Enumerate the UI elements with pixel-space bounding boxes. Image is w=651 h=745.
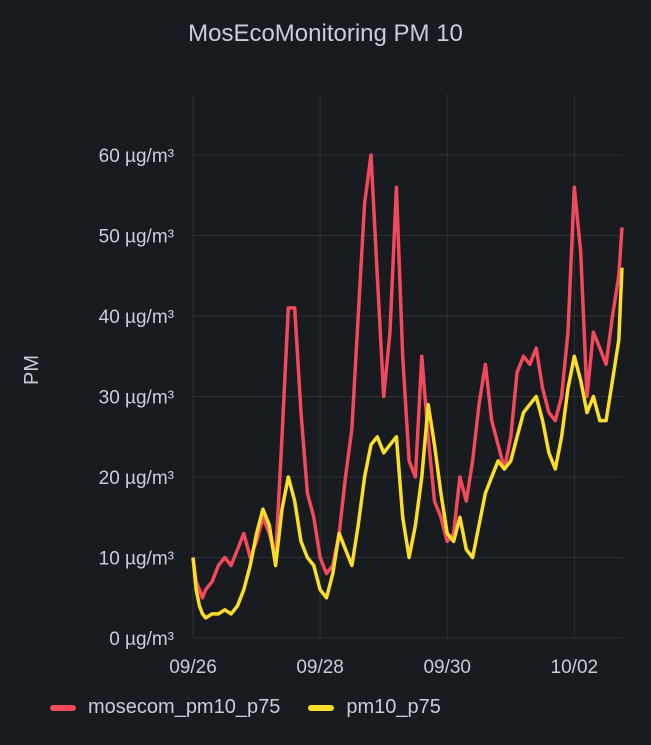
legend-item-mosecom_pm10_p75[interactable]: mosecom_pm10_p75 [50,696,280,719]
x-tick-label: 09/26 [169,657,217,678]
y-tick-label: 50 µg/m³ [99,227,174,248]
x-tick-label: 09/28 [296,657,344,678]
legend-label: mosecom_pm10_p75 [88,696,281,718]
x-tick-label: 10/02 [551,657,599,678]
legend-swatch [308,704,335,711]
chart-title: MosEcoMonitoring PM 10 [188,20,463,47]
y-axis: 0 µg/m³ 10 µg/m³ 20 µg/m³ 30 µg/m³ 40 µg/m³ 5… [99,146,174,650]
legend-item-pm10_p75[interactable]: pm10_p75 [308,696,441,719]
y-tick-label: 40 µg/m³ [99,307,174,328]
legend-label: pm10_p75 [346,696,441,718]
legend: mosecom_pm10_p75 pm10_p75 [50,696,441,719]
y-tick-label: 20 µg/m³ [99,468,174,489]
y-tick-label: 10 µg/m³ [99,549,174,570]
line-chart: 0 µg/m³ 10 µg/m³ 20 µg/m³ 30 µg/m³ 40 µg/m³ 5… [21,95,624,678]
series-line-pm10_p75 [191,267,624,620]
y-tick-label: 30 µg/m³ [99,388,174,409]
x-tick-label: 09/30 [423,657,471,678]
y-axis-label: PM [21,355,43,385]
series-lines [191,153,624,620]
x-axis: 09/26 09/28 09/30 10/02 [169,657,598,678]
y-tick-label: 60 µg/m³ [99,146,174,167]
legend-swatch [50,704,76,711]
y-tick-label: 0 µg/m³ [109,629,174,650]
